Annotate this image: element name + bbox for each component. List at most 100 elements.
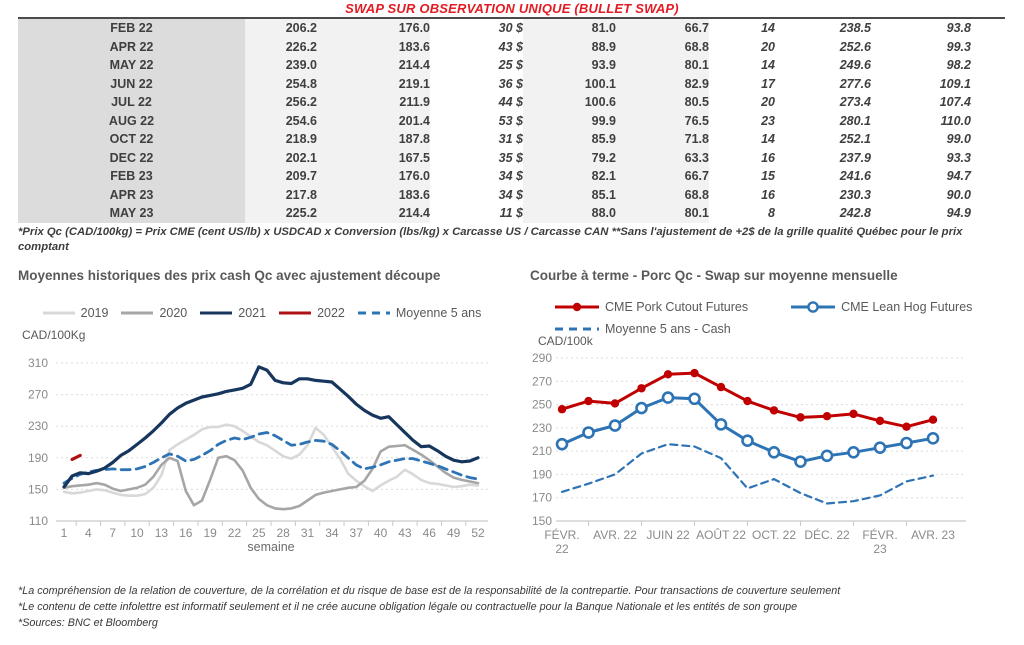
left-chart-legend: 2019 2020 2021 2022 Moyenne 5 ans xyxy=(18,306,505,320)
table-row: AUG 22 254.6 201.4 53 $99.9 76.5 23 280.1 110.0 xyxy=(18,111,1005,130)
value-cell: 93.3 xyxy=(946,150,971,165)
svg-text:230: 230 xyxy=(532,421,552,435)
value-cell: 53 $ xyxy=(498,113,523,128)
right-chart-y-unit: CAD/100k xyxy=(538,334,593,348)
value-cell: 16 xyxy=(761,150,775,165)
swap-table: FEB 22 206.2 176.0 30 $81.0 66.7 14 238.5 93.8 A… xyxy=(18,17,1005,223)
value-cell: 80.1 xyxy=(616,204,709,223)
table-row: APR 22 226.2 183.6 43 $88.9 68.8 20 252.6 99.3 xyxy=(18,37,1005,57)
svg-text:28: 28 xyxy=(276,526,290,540)
svg-text:19: 19 xyxy=(203,526,217,540)
value-cell: 11 $ xyxy=(499,206,523,220)
value-cell: 242.8 xyxy=(839,206,871,220)
left-chart-y-unit: CAD/100Kg xyxy=(22,328,86,342)
svg-text:semaine: semaine xyxy=(247,540,294,554)
svg-text:FÉVR.: FÉVR. xyxy=(544,527,579,542)
value-cell: 14 xyxy=(761,58,775,72)
svg-text:22: 22 xyxy=(228,526,242,540)
value-cell: 277.6 xyxy=(839,76,871,91)
value-cell: 63.3 xyxy=(616,148,709,167)
value-cell: 280.1 xyxy=(839,113,871,128)
legend-item-2020: 2020 xyxy=(120,306,187,320)
value-cell: 30 $ xyxy=(498,21,523,35)
value-cell: 219.1 xyxy=(317,74,430,93)
svg-text:13: 13 xyxy=(155,526,169,540)
svg-text:270: 270 xyxy=(532,374,552,388)
filler-cell xyxy=(971,130,1005,149)
moyenne-5-ans-legend-swatch-icon xyxy=(357,311,390,315)
table-row: JUL 22 256.2 211.9 44 $100.6 80.5 20 273.4 107.… xyxy=(18,93,1005,112)
value-cell: 68.8 xyxy=(616,37,709,56)
month-cell: APR 22 xyxy=(18,37,245,56)
value-cell: 99.9 xyxy=(523,111,616,130)
value-cell: 85.9 xyxy=(523,130,616,149)
legend-label: 2020 xyxy=(159,306,188,320)
value-cell: 16 xyxy=(761,187,775,202)
filler-cell xyxy=(971,75,1005,94)
month-cell: FEB 22 xyxy=(18,18,245,38)
value-cell: 99.3 xyxy=(946,39,971,54)
value-cell: 176.0 xyxy=(317,167,430,186)
month-cell: APR 23 xyxy=(18,185,245,204)
value-cell: 14 xyxy=(761,132,775,146)
legend-label: Moyenne 5 ans xyxy=(395,306,482,320)
svg-text:16: 16 xyxy=(179,526,193,540)
value-cell: 90.0 xyxy=(946,187,971,202)
month-cell: MAY 22 xyxy=(18,56,245,75)
table-row: FEB 22 206.2 176.0 30 $81.0 66.7 14 238.5 93.8 xyxy=(18,18,1005,38)
svg-text:23: 23 xyxy=(873,542,887,556)
value-cell: 20 xyxy=(761,39,775,54)
svg-text:43: 43 xyxy=(398,526,412,540)
value-cell: 107.4 xyxy=(939,95,971,109)
filler-cell xyxy=(971,149,1005,168)
value-cell: 254.8 xyxy=(245,74,317,93)
cme-lean-hog-futures-legend-swatch-icon xyxy=(791,301,836,313)
month-cell: JUN 22 xyxy=(18,74,245,93)
filler-cell xyxy=(971,93,1005,112)
value-cell: 176.0 xyxy=(317,18,430,38)
value-cell: 80.1 xyxy=(616,56,709,75)
svg-text:OCT. 22: OCT. 22 xyxy=(752,528,796,542)
svg-text:46: 46 xyxy=(423,526,437,540)
2021-legend-swatch-icon xyxy=(200,311,233,315)
value-cell: 100.6 xyxy=(523,93,616,112)
value-cell: 76.5 xyxy=(616,111,709,130)
table-row: MAY 23 225.2 214.4 11 $88.0 80.1 8 242.8 94.9 xyxy=(18,204,1005,223)
legend-label: CME Lean Hog Futures xyxy=(841,300,973,314)
value-cell: 94.9 xyxy=(946,206,971,220)
value-cell: 68.8 xyxy=(616,185,709,204)
legend-item-cme-lean-hog-futures: CME Lean Hog Futures xyxy=(790,300,972,314)
svg-text:DÉC. 22: DÉC. 22 xyxy=(804,527,850,542)
table-row: JUN 22 254.8 219.1 36 $100.1 82.9 17 277.6 109.… xyxy=(18,74,1005,94)
value-cell: 225.2 xyxy=(245,204,317,223)
value-cell: 15 xyxy=(761,169,775,183)
svg-text:250: 250 xyxy=(532,398,552,412)
value-cell: 88.0 xyxy=(523,204,616,223)
legend-item-2019: 2019 xyxy=(42,306,108,320)
svg-text:1: 1 xyxy=(61,526,68,540)
value-cell: 93.8 xyxy=(946,21,971,35)
legend-item-moyenne-5-ans-cash: Moyenne 5 ans - Cash xyxy=(554,322,731,336)
value-cell: 183.6 xyxy=(317,185,430,204)
value-cell: 14 xyxy=(761,21,775,35)
footnote-line: *Le contenu de cette infolettre est info… xyxy=(18,601,798,613)
value-cell: 110.0 xyxy=(940,113,971,128)
month-cell: FEB 23 xyxy=(18,167,245,186)
left-chart-title: Moyennes historiques des prix cash Qc av… xyxy=(18,268,441,283)
svg-text:JUIN 22: JUIN 22 xyxy=(646,528,690,542)
value-cell: 167.5 xyxy=(317,148,430,167)
svg-text:22: 22 xyxy=(555,542,569,556)
value-cell: 36 $ xyxy=(498,76,523,91)
svg-text:49: 49 xyxy=(447,526,461,540)
value-cell: 256.2 xyxy=(245,93,317,112)
legend-row: Moyenne 5 ans - Cash xyxy=(554,318,972,340)
value-cell: 44 $ xyxy=(498,95,523,109)
svg-text:34: 34 xyxy=(325,526,339,540)
month-cell: AUG 22 xyxy=(18,111,245,130)
value-cell: 100.1 xyxy=(523,74,616,93)
value-cell: 214.4 xyxy=(317,204,430,223)
svg-text:7: 7 xyxy=(109,526,116,540)
filler-cell xyxy=(971,38,1005,57)
2019-legend-swatch-icon xyxy=(42,311,75,315)
